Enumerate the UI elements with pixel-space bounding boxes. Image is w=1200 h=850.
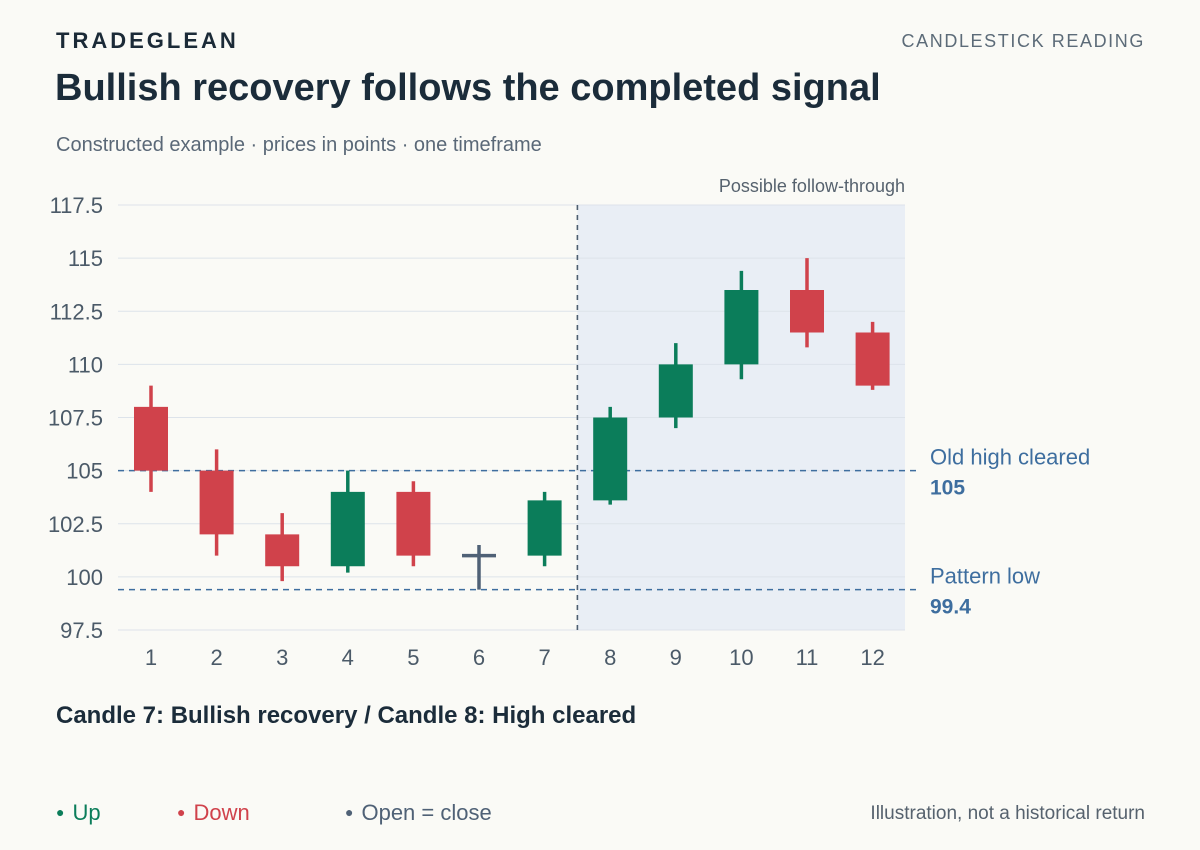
candle-body bbox=[855, 332, 890, 386]
legend-flat-label: Open = close bbox=[361, 800, 492, 825]
candle-body bbox=[199, 470, 234, 535]
candle-body bbox=[724, 290, 759, 365]
chart-caption: Candle 7: Bullish recovery / Candle 8: H… bbox=[56, 702, 637, 729]
candlestick-chart: Possible follow-through97.5100102.510510… bbox=[48, 176, 1090, 670]
candle-body bbox=[134, 406, 168, 471]
follow-through-label: Possible follow-through bbox=[719, 176, 905, 196]
candle-body bbox=[527, 500, 562, 556]
legend-down-label: Down bbox=[193, 800, 250, 825]
x-tick-label: 2 bbox=[210, 645, 222, 670]
x-tick-label: 9 bbox=[670, 645, 682, 670]
candle-body bbox=[396, 491, 431, 556]
legend-down-marker: ● bbox=[177, 804, 186, 820]
candle-body bbox=[790, 290, 824, 333]
y-tick-label: 102.5 bbox=[48, 512, 103, 537]
candle-body bbox=[593, 417, 628, 501]
x-tick-label: 6 bbox=[473, 645, 485, 670]
x-tick-label: 12 bbox=[860, 645, 884, 670]
y-tick-label: 105 bbox=[66, 459, 103, 484]
legend-up-label: Up bbox=[72, 800, 101, 825]
candle-body bbox=[658, 364, 693, 418]
reference-line-label: Pattern low bbox=[930, 564, 1040, 589]
x-tick-label: 5 bbox=[407, 645, 419, 670]
legend-flat: ● Open = close bbox=[345, 800, 492, 826]
legend-up: ● Up bbox=[56, 800, 101, 826]
candle-body bbox=[330, 491, 365, 567]
x-tick-label: 11 bbox=[796, 645, 819, 670]
brand-logo: TRADEGLEAN bbox=[56, 28, 239, 53]
x-tick-label: 3 bbox=[276, 645, 288, 670]
section-label: CANDLESTICK READING bbox=[901, 31, 1145, 51]
y-tick-label: 115 bbox=[68, 246, 103, 271]
footnote: Illustration, not a historical return bbox=[870, 803, 1145, 824]
y-tick-label: 112.5 bbox=[50, 299, 103, 324]
chart-subtitle: Constructed example · prices in points ·… bbox=[56, 134, 542, 156]
legend-down: ● Down bbox=[177, 800, 250, 826]
x-tick-label: 10 bbox=[729, 645, 753, 670]
y-tick-label: 110 bbox=[68, 352, 103, 377]
x-tick-label: 8 bbox=[604, 645, 616, 670]
x-tick-label: 7 bbox=[538, 645, 550, 670]
y-tick-label: 97.5 bbox=[60, 618, 103, 643]
reference-line-value: 105 bbox=[930, 477, 965, 500]
y-tick-label: 100 bbox=[66, 565, 103, 590]
legend-flat-marker: ● bbox=[345, 804, 354, 820]
legend-up-marker: ● bbox=[56, 804, 65, 820]
y-tick-label: 107.5 bbox=[48, 406, 103, 431]
x-tick-label: 4 bbox=[342, 645, 354, 670]
reference-line-label: Old high cleared bbox=[930, 445, 1090, 470]
x-tick-label: 1 bbox=[145, 645, 157, 670]
chart-title: Bullish recovery follows the completed s… bbox=[55, 67, 881, 109]
reference-line-value: 99.4 bbox=[930, 596, 971, 619]
candle-body bbox=[265, 534, 300, 567]
y-tick-label: 117.5 bbox=[50, 193, 103, 218]
